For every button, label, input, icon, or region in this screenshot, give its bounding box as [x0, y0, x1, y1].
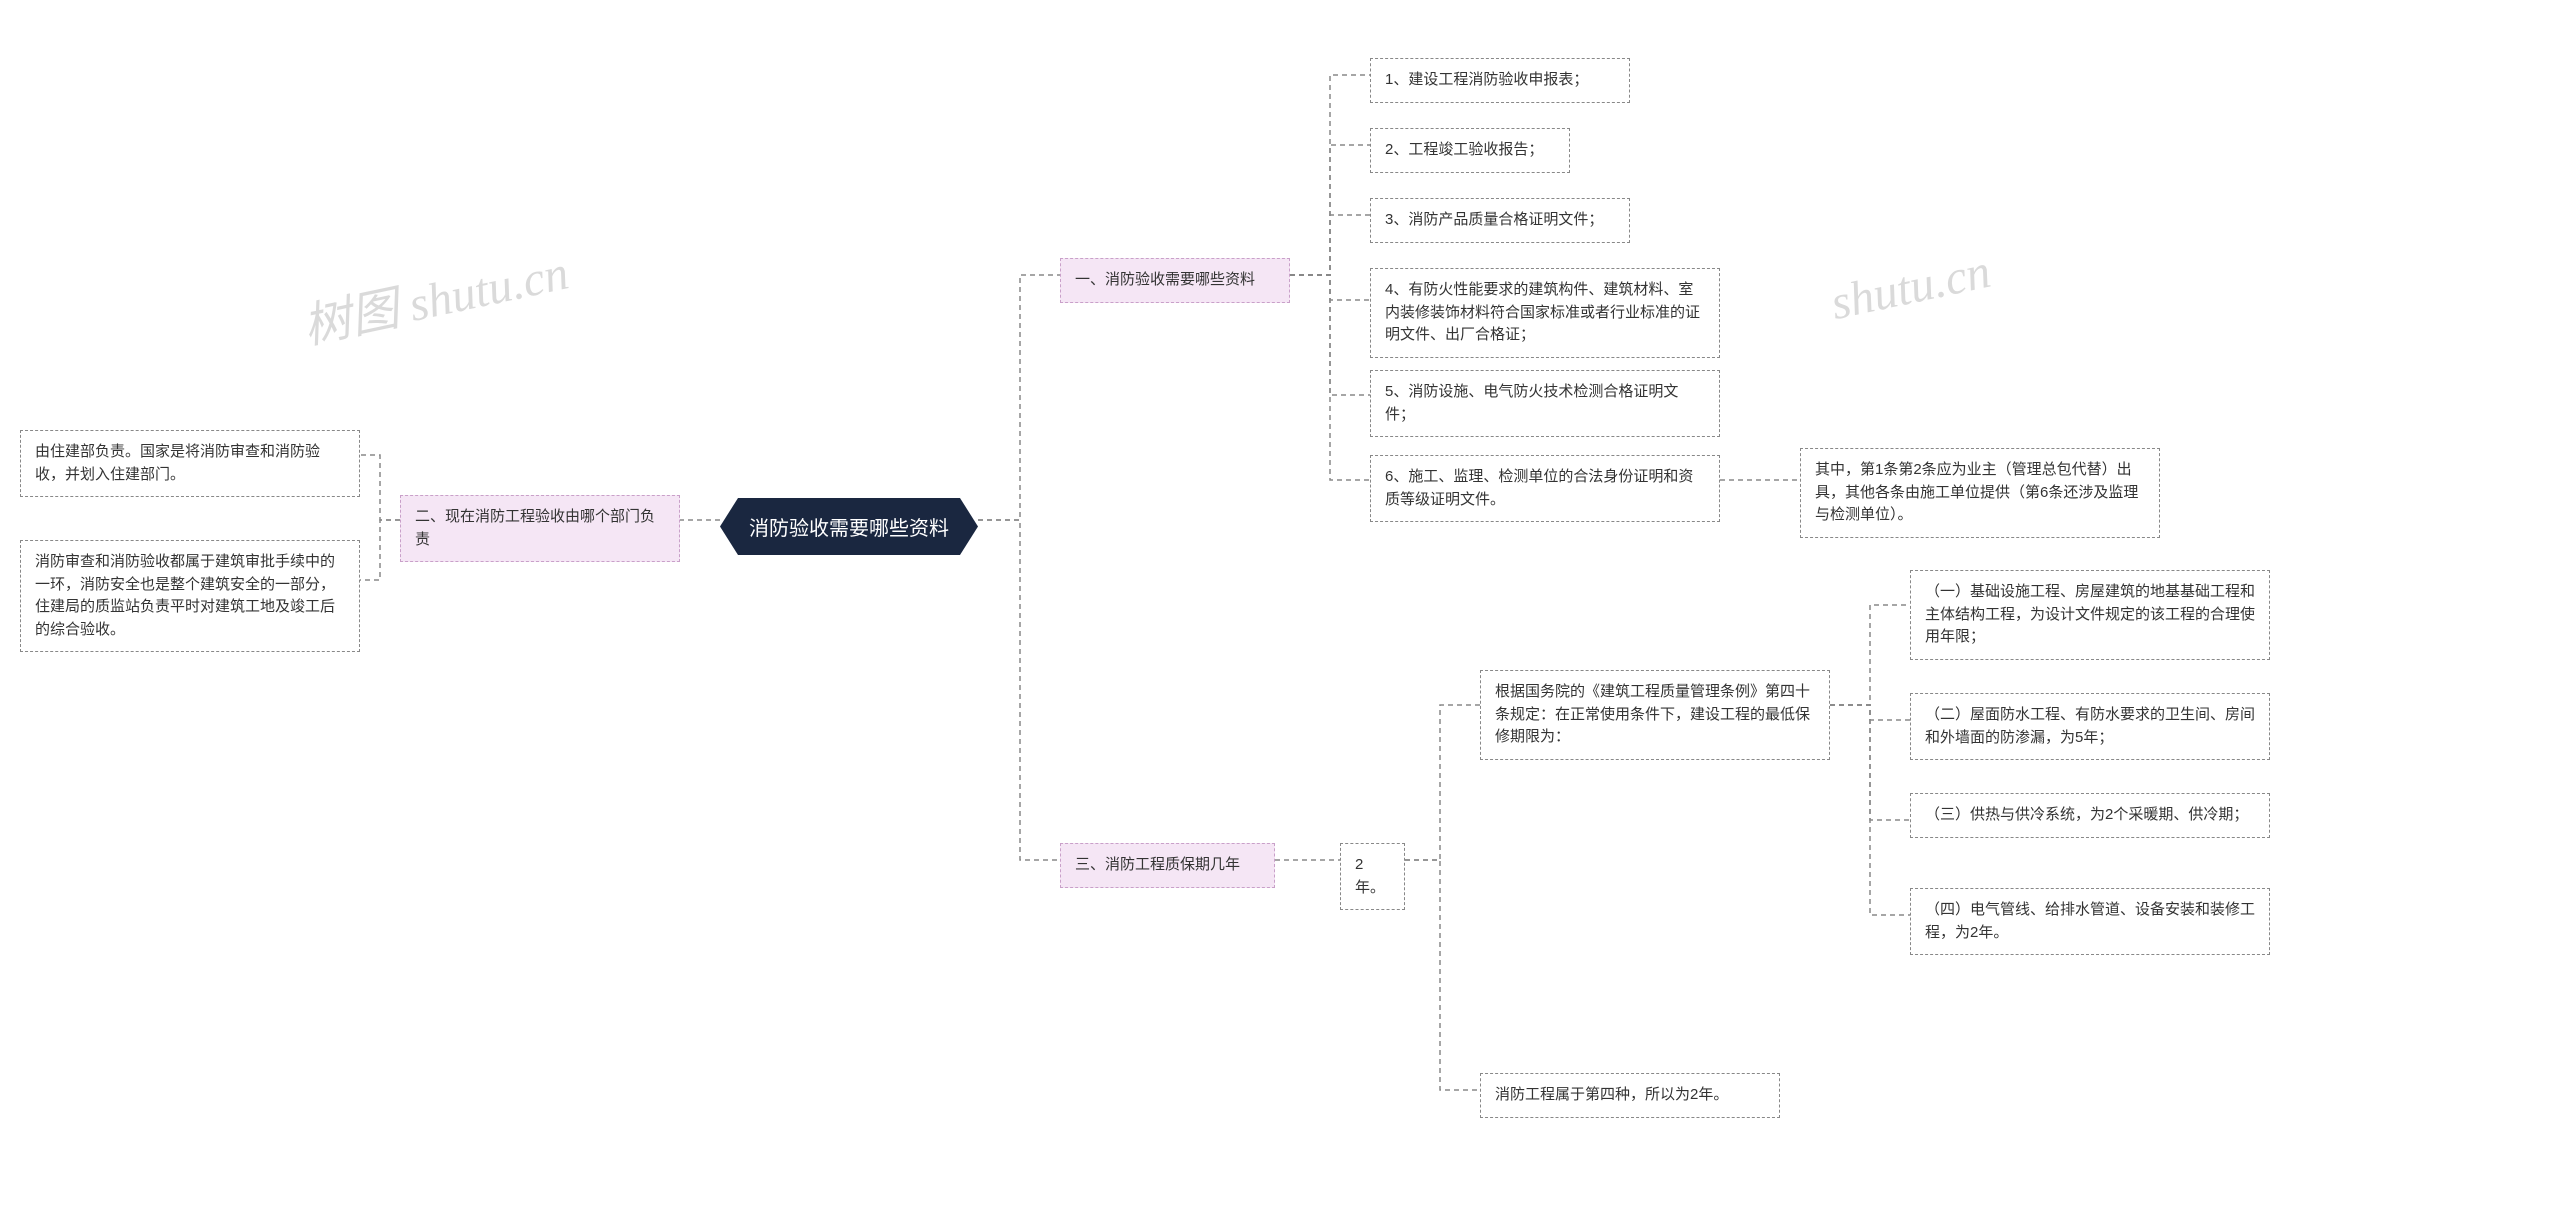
leaf-3-reg-2: （二）屋面防水工程、有防水要求的卫生间、房间和外墙面的防渗漏，为5年；	[1910, 693, 2270, 760]
leaf-3-reg-4: （四）电气管线、给排水管道、设备安装和装修工程，为2年。	[1910, 888, 2270, 955]
leaf-3-reg-3: （三）供热与供冷系统，为2个采暖期、供冷期；	[1910, 793, 2270, 838]
leaf-1-2: 2、工程竣工验收报告；	[1370, 128, 1570, 173]
leaf-2-1: 由住建部负责。国家是将消防审查和消防验收，并划入住建部门。	[20, 430, 360, 497]
leaf-3-belong: 消防工程属于第四种，所以为2年。	[1480, 1073, 1780, 1118]
watermark-1: 树图 shutu.cn	[296, 233, 574, 357]
branch-materials: 一、消防验收需要哪些资料	[1060, 258, 1290, 303]
leaf-1-4: 4、有防火性能要求的建筑构件、建筑材料、室内装修装饰材料符合国家标准或者行业标准…	[1370, 268, 1720, 358]
branch-warranty: 三、消防工程质保期几年	[1060, 843, 1275, 888]
watermark-2: shutu.cn	[1826, 244, 1995, 331]
leaf-2-2: 消防审查和消防验收都属于建筑审批手续中的一环，消防安全也是整个建筑安全的一部分，…	[20, 540, 360, 652]
leaf-1-6: 6、施工、监理、检测单位的合法身份证明和资质等级证明文件。	[1370, 455, 1720, 522]
leaf-3-regulation: 根据国务院的《建筑工程质量管理条例》第四十条规定：在正常使用条件下，建设工程的最…	[1480, 670, 1830, 760]
leaf-1-5: 5、消防设施、电气防火技术检测合格证明文件；	[1370, 370, 1720, 437]
leaf-3-2year: 2年。	[1340, 843, 1405, 910]
leaf-3-reg-1: （一）基础设施工程、房屋建筑的地基基础工程和主体结构工程，为设计文件规定的该工程…	[1910, 570, 2270, 660]
leaf-1-3: 3、消防产品质量合格证明文件；	[1370, 198, 1630, 243]
leaf-1-6-1: 其中，第1条第2条应为业主（管理总包代替）出具，其他各条由施工单位提供（第6条还…	[1800, 448, 2160, 538]
mindmap-canvas: 树图 shutu.cn shutu.cn 消防验收需要哪些资料 一、消防验收需要…	[0, 0, 2560, 1227]
branch-department: 二、现在消防工程验收由哪个部门负责	[400, 495, 680, 562]
root-node: 消防验收需要哪些资料	[720, 498, 978, 555]
leaf-1-1: 1、建设工程消防验收申报表；	[1370, 58, 1630, 103]
